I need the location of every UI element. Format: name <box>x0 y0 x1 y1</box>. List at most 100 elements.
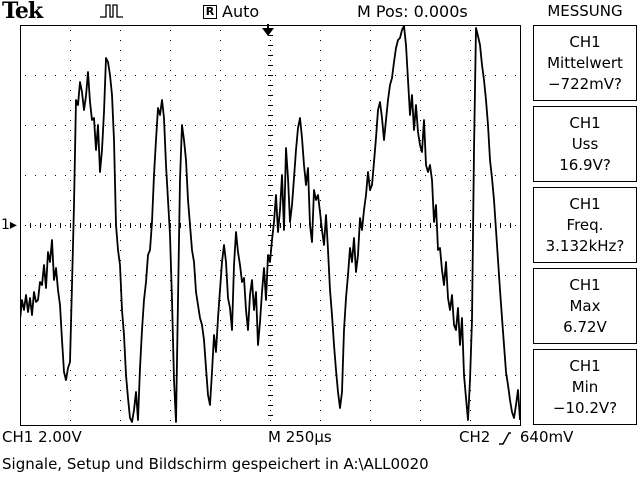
grid-dot <box>435 225 436 226</box>
grid-dot <box>435 275 436 276</box>
grid-dot <box>455 375 456 376</box>
grid-dot <box>185 325 186 326</box>
grid-dot <box>270 390 271 391</box>
grid-dot <box>420 360 421 361</box>
grid-dot <box>420 220 421 221</box>
grid-dot <box>95 275 96 276</box>
grid-dot <box>115 325 116 326</box>
grid-dot <box>370 180 371 181</box>
grid-dot <box>320 270 321 271</box>
grid-dot <box>105 325 106 326</box>
grid-dot <box>320 110 321 111</box>
grid-dot <box>370 90 371 91</box>
grid-dot <box>505 75 506 76</box>
grid-dot <box>135 375 136 376</box>
grid-dot <box>420 330 421 331</box>
grid-dot <box>335 175 336 176</box>
grid-dot <box>170 400 171 401</box>
grid-dot <box>420 370 421 371</box>
grid-dot <box>370 280 371 281</box>
measurement-slot-5[interactable]: CH1 Min −10.2V? <box>533 349 637 425</box>
grid-dot <box>370 200 371 201</box>
grid-dot <box>445 175 446 176</box>
grid-dot <box>320 300 321 301</box>
grid-dot <box>370 80 371 81</box>
grid-dot <box>470 240 471 241</box>
grid-dot <box>70 190 71 191</box>
grid-dot <box>370 390 371 391</box>
grid-dot <box>370 360 371 361</box>
ch1-ground-marker: 1▸ <box>1 217 17 233</box>
grid-dot <box>375 375 376 376</box>
grid-dot <box>185 125 186 126</box>
measurement-channel: CH1 <box>569 113 601 132</box>
grid-dot <box>55 175 56 176</box>
grid-dot <box>195 125 196 126</box>
grid-dot <box>105 225 106 226</box>
grid-dot <box>170 60 171 61</box>
grid-dot <box>270 40 271 41</box>
grid-dot <box>425 375 426 376</box>
grid-dot <box>105 375 106 376</box>
grid-dot <box>495 325 496 326</box>
grid-dot <box>270 270 271 271</box>
measurement-slot-2[interactable]: CH1 Uss 16.9V? <box>533 106 637 182</box>
grid-dot <box>420 190 421 191</box>
grid-dot <box>385 275 386 276</box>
grid-dot <box>475 275 476 276</box>
measurement-slot-1[interactable]: CH1 Mittelwert −722mV? <box>533 25 637 101</box>
grid-dot <box>205 275 206 276</box>
grid-dot <box>55 125 56 126</box>
grid-dot <box>470 210 471 211</box>
grid-dot <box>485 375 486 376</box>
grid-dot <box>185 275 186 276</box>
grid-dot <box>220 420 221 421</box>
grid-dot <box>175 175 176 176</box>
grid-dot <box>435 325 436 326</box>
grid-dot <box>305 275 306 276</box>
grid-dot <box>220 110 221 111</box>
grid-dot <box>485 325 486 326</box>
grid-dot <box>85 375 86 376</box>
grid-dot <box>270 140 271 141</box>
grid-dot <box>125 75 126 76</box>
grid-dot <box>470 30 471 31</box>
grid-dot <box>420 180 421 181</box>
grid-dot <box>120 300 121 301</box>
measurement-slot-4[interactable]: CH1 Max 6.72V <box>533 268 637 344</box>
grid-dot <box>70 70 71 71</box>
grid-dot <box>445 225 446 226</box>
grid-dot <box>145 375 146 376</box>
grid-dot <box>120 370 121 371</box>
grid-dot <box>395 75 396 76</box>
grid-dot <box>370 350 371 351</box>
grid-dot <box>215 225 216 226</box>
grid-dot <box>305 325 306 326</box>
grid-dot <box>45 125 46 126</box>
timebase-readout: M 250μs <box>268 428 332 446</box>
grid-dot <box>175 225 176 226</box>
grid-dot <box>170 160 171 161</box>
grid-dot <box>125 225 126 226</box>
grid-dot <box>55 225 56 226</box>
grid-dot <box>120 330 121 331</box>
measurement-slot-3[interactable]: CH1 Freq. 3.132kHz? <box>533 187 637 263</box>
grid-dot <box>120 160 121 161</box>
grid-dot <box>420 410 421 411</box>
grid-dot <box>370 410 371 411</box>
grid-dot <box>170 150 171 151</box>
grid-dot <box>420 90 421 91</box>
grid-dot <box>370 120 371 121</box>
grid-dot <box>70 30 71 31</box>
grid-dot <box>470 220 471 221</box>
grid-dot <box>470 420 471 421</box>
grid-dot <box>120 390 121 391</box>
grid-dot <box>320 130 321 131</box>
pulse-icon <box>100 4 123 18</box>
grid-dot <box>75 225 76 226</box>
grid-dot <box>320 80 321 81</box>
grid-dot <box>165 375 166 376</box>
measurement-value: 3.132kHz? <box>545 236 625 255</box>
grid-dot <box>315 375 316 376</box>
grid-dot <box>370 130 371 131</box>
